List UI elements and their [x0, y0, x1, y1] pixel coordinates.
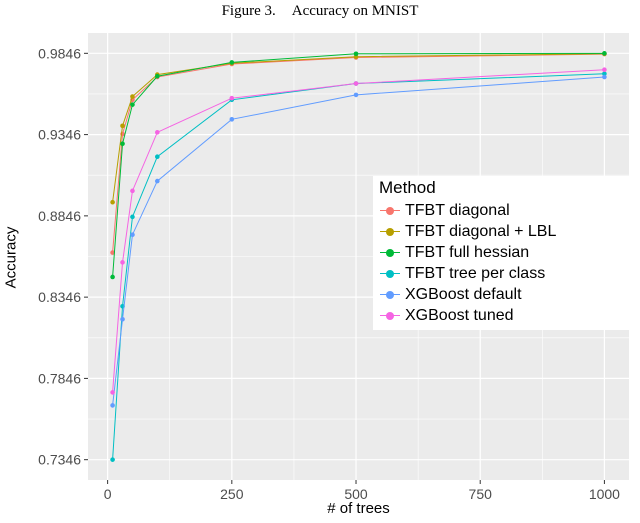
- data-point-tfbt-diagonal-lbl: [110, 199, 115, 205]
- legend-item-label: TFBT diagonal: [405, 201, 510, 219]
- data-point-tfbt-full-hessian: [155, 73, 160, 79]
- data-point-tfbt-tree-per-class: [110, 457, 115, 462]
- data-point-xgboost-tuned: [602, 67, 607, 73]
- data-point-tfbt-full-hessian: [130, 102, 135, 107]
- data-point-xgboost-default: [602, 74, 607, 80]
- x-tick-label: 1000: [589, 486, 620, 502]
- legend: Method TFBT diagonal TFBT diagonal + LBL T…: [373, 176, 629, 330]
- legend-item-label: TFBT tree per class: [405, 264, 546, 282]
- legend-item-label: XGBoost tuned: [405, 306, 514, 324]
- y-tick-label: 0.7846: [38, 370, 81, 386]
- y-tick-label: 0.9846: [38, 45, 81, 61]
- legend-key-icon: [379, 308, 401, 324]
- data-point-tfbt-full-hessian: [353, 51, 359, 57]
- data-point-xgboost-default: [120, 316, 125, 322]
- x-axis-title: # of trees: [327, 500, 390, 517]
- data-point-xgboost-tuned: [130, 188, 135, 194]
- data-point-xgboost-tuned: [353, 81, 359, 86]
- legend-item-xgboost-default: XGBoost default: [379, 284, 623, 305]
- legend-item-tfbt-diagonal-lbl: TFBT diagonal + LBL: [379, 221, 623, 242]
- y-tick-label: 0.9346: [38, 127, 81, 143]
- legend-title: Method: [379, 178, 436, 197]
- figure-caption-label: Figure 3.: [221, 3, 276, 19]
- data-point-tfbt-full-hessian: [110, 274, 115, 280]
- y-tick-label: 0.7346: [38, 452, 81, 468]
- data-point-xgboost-default: [130, 232, 135, 238]
- data-point-xgboost-tuned: [120, 260, 125, 265]
- data-point-tfbt-full-hessian: [229, 60, 235, 65]
- y-axis-title: Accuracy: [2, 226, 20, 289]
- legend-rows: TFBT diagonal TFBT diagonal + LBL TFBT ful…: [379, 200, 623, 326]
- legend-item-label: XGBoost default: [405, 285, 522, 303]
- legend-key-icon: [379, 245, 401, 261]
- legend-item-label: TFBT full hessian: [405, 243, 530, 261]
- data-point-tfbt-full-hessian: [120, 141, 125, 146]
- data-point-xgboost-tuned: [155, 130, 160, 135]
- data-point-xgboost-default: [229, 117, 235, 122]
- legend-key-icon: [379, 224, 401, 240]
- x-tick-label: 500: [344, 486, 368, 502]
- data-point-xgboost-default: [353, 92, 359, 98]
- legend-key-icon: [379, 266, 401, 282]
- data-point-tfbt-diagonal-lbl: [130, 94, 135, 99]
- legend-item-label: TFBT diagonal + LBL: [405, 222, 557, 240]
- y-tick-label: 0.8846: [38, 208, 81, 224]
- legend-key-icon: [379, 287, 401, 303]
- x-tick-label: 250: [220, 486, 244, 502]
- data-point-tfbt-tree-per-class: [155, 154, 160, 159]
- data-point-xgboost-default: [110, 403, 115, 408]
- legend-item-tfbt-full-hessian: TFBT full hessian: [379, 242, 623, 263]
- legend-item-xgboost-tuned: XGBoost tuned: [379, 305, 623, 326]
- legend-key-icon: [379, 203, 401, 219]
- data-point-tfbt-diagonal-lbl: [120, 123, 125, 129]
- data-point-xgboost-tuned: [229, 95, 235, 101]
- data-point-tfbt-tree-per-class: [602, 71, 607, 77]
- figure-caption: Figure 3. Accuracy on MNIST: [0, 3, 640, 20]
- data-point-tfbt-tree-per-class: [130, 214, 135, 220]
- data-point-tfbt-diagonal: [110, 250, 115, 255]
- x-tick-label: 0: [104, 486, 112, 502]
- data-point-xgboost-default: [155, 178, 160, 184]
- figure-caption-title: Accuracy on MNIST: [291, 3, 419, 19]
- data-point-xgboost-tuned: [110, 390, 115, 395]
- legend-item-tfbt-diagonal: TFBT diagonal: [379, 200, 623, 221]
- legend-item-tfbt-tree-per-class: TFBT tree per class: [379, 263, 623, 284]
- data-point-tfbt-full-hessian: [602, 51, 607, 56]
- x-tick-label: 750: [469, 486, 493, 502]
- y-tick-label: 0.8346: [38, 289, 81, 305]
